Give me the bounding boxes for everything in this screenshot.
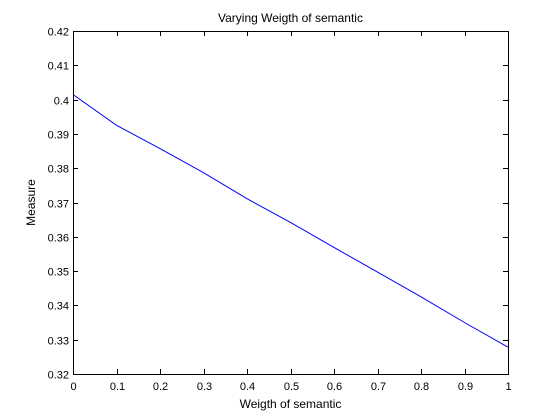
y-tick-label: 0.35 bbox=[48, 267, 69, 279]
y-tick-label: 0.4 bbox=[54, 96, 69, 108]
y-tick-label: 0.42 bbox=[48, 27, 69, 39]
x-tick-label: 0 bbox=[70, 381, 76, 393]
y-tick-label: 0.32 bbox=[48, 370, 69, 382]
x-tick-label: 0.7 bbox=[371, 381, 386, 393]
plot-area bbox=[73, 31, 508, 374]
y-tick-label: 0.33 bbox=[48, 336, 69, 348]
y-tick-label: 0.39 bbox=[48, 130, 69, 142]
x-tick-label: 0.4 bbox=[240, 381, 255, 393]
ticks-layer: 0 0.1 0.2 0.3 0.4 0.5 0.6 0.7 0.8 0.9 1 0.32 0.33 0.3… bbox=[48, 27, 512, 394]
x-tick-label: 1 bbox=[505, 381, 511, 393]
y-tick-label: 0.34 bbox=[48, 301, 69, 313]
y-tick-label: 0.38 bbox=[48, 164, 69, 176]
y-tick-label: 0.36 bbox=[48, 233, 69, 245]
x-tick-label: 0.2 bbox=[153, 381, 168, 393]
x-tick-label: 0.1 bbox=[110, 381, 125, 393]
x-tick-label: 0.6 bbox=[327, 381, 342, 393]
x-tick-label: 0.8 bbox=[414, 381, 429, 393]
x-axis-label: Weigth of semantic bbox=[240, 397, 342, 411]
series-layer bbox=[72, 94, 509, 348]
y-tick-label: 0.37 bbox=[48, 199, 69, 211]
x-tick-label: 0.3 bbox=[197, 381, 212, 393]
x-tick-label: 0.5 bbox=[284, 381, 299, 393]
plot-frame bbox=[73, 31, 509, 375]
y-axis-label: Measure bbox=[24, 179, 38, 226]
x-tick-label: 0.9 bbox=[458, 381, 473, 393]
y-tick-label: 0.41 bbox=[48, 61, 69, 73]
chart-title: Varying Weigth of semantic bbox=[218, 11, 363, 25]
